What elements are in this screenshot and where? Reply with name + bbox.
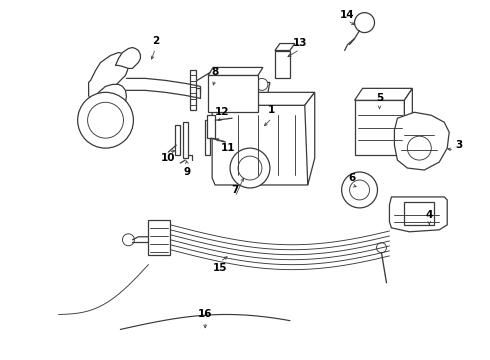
Text: 1: 1 bbox=[268, 105, 275, 115]
Text: 2: 2 bbox=[152, 36, 159, 46]
Circle shape bbox=[407, 136, 431, 160]
Polygon shape bbox=[208, 67, 263, 75]
Text: 14: 14 bbox=[340, 10, 355, 20]
Text: 12: 12 bbox=[215, 107, 229, 117]
Circle shape bbox=[122, 234, 134, 246]
Circle shape bbox=[77, 92, 133, 148]
Polygon shape bbox=[305, 92, 315, 185]
Circle shape bbox=[88, 102, 123, 138]
Circle shape bbox=[349, 180, 369, 200]
Text: 11: 11 bbox=[221, 143, 235, 153]
Polygon shape bbox=[212, 105, 310, 185]
Text: 9: 9 bbox=[184, 167, 191, 177]
Text: 3: 3 bbox=[456, 140, 463, 150]
Circle shape bbox=[355, 13, 374, 32]
Polygon shape bbox=[190, 71, 196, 110]
Text: 16: 16 bbox=[198, 310, 212, 319]
Text: 15: 15 bbox=[213, 263, 227, 273]
Polygon shape bbox=[183, 122, 188, 158]
Circle shape bbox=[342, 172, 377, 208]
Circle shape bbox=[230, 148, 270, 188]
Text: 7: 7 bbox=[231, 185, 239, 195]
Polygon shape bbox=[404, 202, 434, 225]
Text: 5: 5 bbox=[376, 93, 383, 103]
Polygon shape bbox=[394, 112, 449, 170]
Polygon shape bbox=[275, 44, 295, 50]
Polygon shape bbox=[355, 88, 413, 100]
Polygon shape bbox=[205, 120, 210, 155]
Text: 6: 6 bbox=[348, 173, 355, 183]
Polygon shape bbox=[89, 53, 128, 100]
Text: 13: 13 bbox=[293, 37, 307, 48]
Polygon shape bbox=[86, 84, 126, 126]
Text: 8: 8 bbox=[212, 67, 219, 77]
Circle shape bbox=[376, 243, 387, 253]
Polygon shape bbox=[355, 100, 404, 155]
Text: 10: 10 bbox=[161, 153, 175, 163]
Polygon shape bbox=[275, 50, 290, 78]
Polygon shape bbox=[255, 82, 270, 92]
Circle shape bbox=[256, 78, 268, 90]
Polygon shape bbox=[404, 88, 413, 155]
Polygon shape bbox=[208, 75, 258, 112]
Polygon shape bbox=[207, 115, 215, 138]
Text: 4: 4 bbox=[426, 210, 433, 220]
Polygon shape bbox=[390, 197, 447, 232]
Polygon shape bbox=[215, 92, 315, 105]
Circle shape bbox=[238, 156, 262, 180]
Polygon shape bbox=[175, 125, 180, 155]
Polygon shape bbox=[116, 48, 141, 68]
Polygon shape bbox=[148, 220, 171, 255]
